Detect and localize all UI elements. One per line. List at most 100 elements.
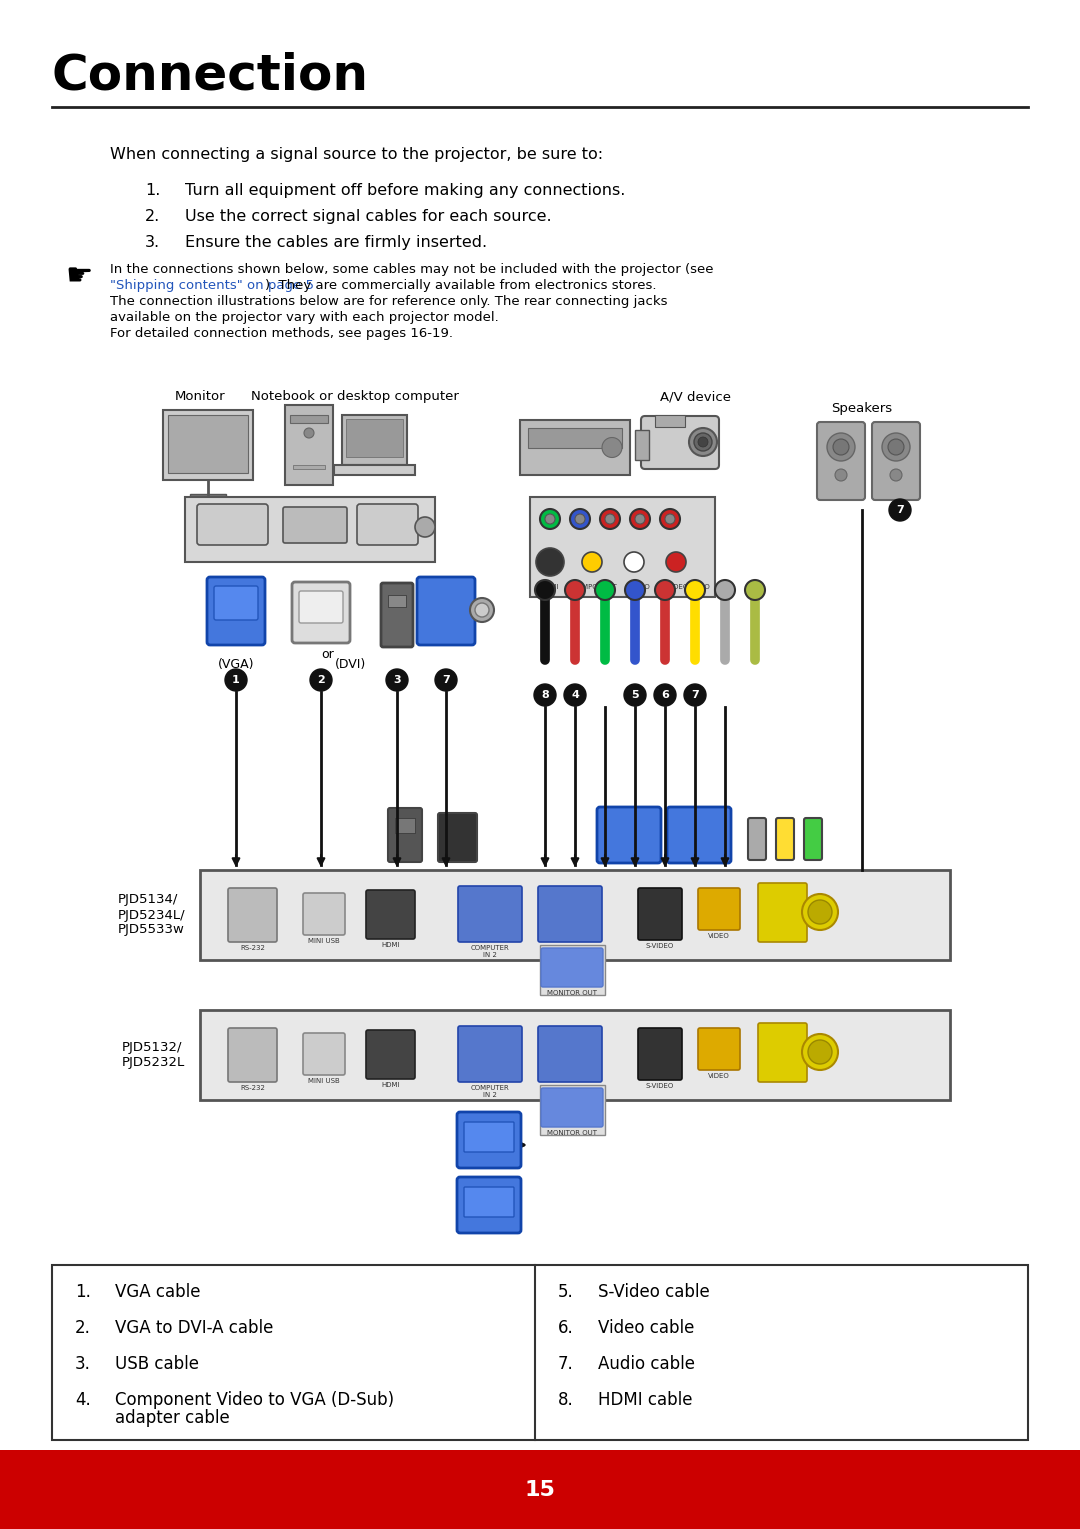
- FancyBboxPatch shape: [458, 1026, 522, 1083]
- Circle shape: [564, 683, 586, 706]
- Bar: [291, 414, 328, 424]
- Text: Ensure the cables are firmly inserted.: Ensure the cables are firmly inserted.: [185, 235, 487, 251]
- Text: In the connections shown below, some cables may not be included with the project: In the connections shown below, some cab…: [110, 263, 714, 277]
- FancyBboxPatch shape: [538, 885, 602, 942]
- FancyBboxPatch shape: [303, 893, 345, 936]
- Circle shape: [827, 433, 855, 462]
- Circle shape: [698, 437, 708, 446]
- FancyBboxPatch shape: [758, 1023, 807, 1083]
- Text: adapter cable: adapter cable: [114, 1410, 230, 1427]
- Circle shape: [475, 602, 489, 618]
- FancyBboxPatch shape: [816, 422, 865, 500]
- Text: COMPUTER
IN 1: COMPUTER IN 1: [551, 945, 590, 959]
- FancyBboxPatch shape: [417, 576, 475, 645]
- Polygon shape: [342, 414, 407, 465]
- Text: 2: 2: [318, 674, 325, 685]
- Text: 6: 6: [661, 690, 669, 700]
- Circle shape: [470, 598, 494, 622]
- Text: 2.: 2.: [75, 1320, 91, 1336]
- Text: VIDEO: VIDEO: [630, 584, 651, 590]
- Circle shape: [635, 514, 645, 524]
- FancyBboxPatch shape: [464, 1187, 514, 1217]
- Text: 7: 7: [442, 674, 450, 685]
- Text: S-Video cable: S-Video cable: [598, 1283, 710, 1301]
- Text: Audio cable: Audio cable: [598, 1355, 696, 1373]
- Circle shape: [745, 579, 765, 599]
- Text: 1.: 1.: [75, 1283, 91, 1301]
- Circle shape: [435, 670, 457, 691]
- Bar: [654, 414, 685, 427]
- FancyBboxPatch shape: [366, 890, 415, 939]
- FancyBboxPatch shape: [538, 1026, 602, 1083]
- Text: Video cable: Video cable: [598, 1320, 694, 1336]
- Bar: [346, 419, 403, 457]
- Text: RS-232: RS-232: [240, 945, 265, 951]
- Bar: [395, 818, 415, 833]
- Text: 3: 3: [393, 674, 401, 685]
- FancyBboxPatch shape: [458, 885, 522, 942]
- FancyBboxPatch shape: [464, 1122, 514, 1151]
- Text: 7: 7: [896, 505, 904, 515]
- Circle shape: [534, 683, 556, 706]
- Text: 3.: 3.: [145, 235, 160, 251]
- Text: "Shipping contents" on page 5: "Shipping contents" on page 5: [110, 278, 314, 292]
- Text: (DVI): (DVI): [336, 657, 366, 671]
- Circle shape: [685, 579, 705, 599]
- FancyBboxPatch shape: [457, 1112, 521, 1168]
- Text: COMPONENT: COMPONENT: [572, 584, 618, 590]
- Circle shape: [595, 579, 615, 599]
- Text: RS-232: RS-232: [240, 1086, 265, 1092]
- Bar: [388, 595, 406, 607]
- Text: HDMI: HDMI: [381, 942, 400, 948]
- Text: 7: 7: [691, 690, 699, 700]
- Text: 4: 4: [571, 690, 579, 700]
- Text: available on the projector vary with each projector model.: available on the projector vary with eac…: [110, 310, 499, 324]
- Text: HDMI: HDMI: [541, 584, 559, 590]
- Text: COMPUTER
IN 2: COMPUTER IN 2: [471, 1086, 510, 1098]
- FancyBboxPatch shape: [804, 818, 822, 859]
- Circle shape: [888, 439, 904, 456]
- Bar: [635, 430, 649, 460]
- Text: The connection illustrations below are for reference only. The rear connecting j: The connection illustrations below are f…: [110, 295, 667, 307]
- Text: 2.: 2.: [145, 209, 160, 225]
- Bar: [190, 494, 226, 498]
- FancyBboxPatch shape: [758, 884, 807, 942]
- Text: VIDEO: VIDEO: [708, 1073, 730, 1079]
- Text: 1: 1: [232, 674, 240, 685]
- Text: Notebook or desktop computer: Notebook or desktop computer: [251, 390, 459, 404]
- Text: PJD5134/
PJD5234L/
PJD5533w: PJD5134/ PJD5234L/ PJD5533w: [118, 893, 185, 936]
- Text: 3.: 3.: [75, 1355, 91, 1373]
- Polygon shape: [334, 465, 415, 476]
- Circle shape: [624, 552, 644, 572]
- Circle shape: [630, 509, 650, 529]
- Circle shape: [890, 469, 902, 482]
- Bar: [293, 465, 325, 469]
- Text: VGA to DVI-A cable: VGA to DVI-A cable: [114, 1320, 273, 1336]
- Circle shape: [802, 894, 838, 930]
- FancyBboxPatch shape: [541, 1089, 603, 1127]
- Text: 4.: 4.: [75, 1391, 91, 1410]
- Circle shape: [889, 498, 912, 521]
- Circle shape: [535, 579, 555, 599]
- Circle shape: [605, 514, 615, 524]
- FancyBboxPatch shape: [438, 813, 477, 862]
- Text: 15: 15: [525, 1480, 555, 1500]
- FancyBboxPatch shape: [597, 807, 661, 862]
- FancyBboxPatch shape: [292, 583, 350, 644]
- Circle shape: [386, 670, 408, 691]
- Circle shape: [808, 901, 832, 924]
- Circle shape: [654, 683, 676, 706]
- Text: COMPUTER
IN 2: COMPUTER IN 2: [471, 945, 510, 959]
- FancyBboxPatch shape: [638, 1027, 681, 1079]
- Circle shape: [665, 514, 675, 524]
- FancyBboxPatch shape: [197, 505, 268, 544]
- Text: PJD5132/
PJD5232L: PJD5132/ PJD5232L: [122, 1041, 185, 1069]
- Text: VIDEO: VIDEO: [708, 933, 730, 939]
- Text: ). They are commercially available from electronics stores.: ). They are commercially available from …: [266, 278, 657, 292]
- Text: When connecting a signal source to the projector, be sure to:: When connecting a signal source to the p…: [110, 147, 603, 162]
- Text: S-VIDEO: S-VIDEO: [646, 943, 674, 950]
- Text: Turn all equipment off before making any connections.: Turn all equipment off before making any…: [185, 183, 625, 197]
- Bar: [0, 1449, 1080, 1529]
- Circle shape: [835, 469, 847, 482]
- Bar: [185, 497, 435, 563]
